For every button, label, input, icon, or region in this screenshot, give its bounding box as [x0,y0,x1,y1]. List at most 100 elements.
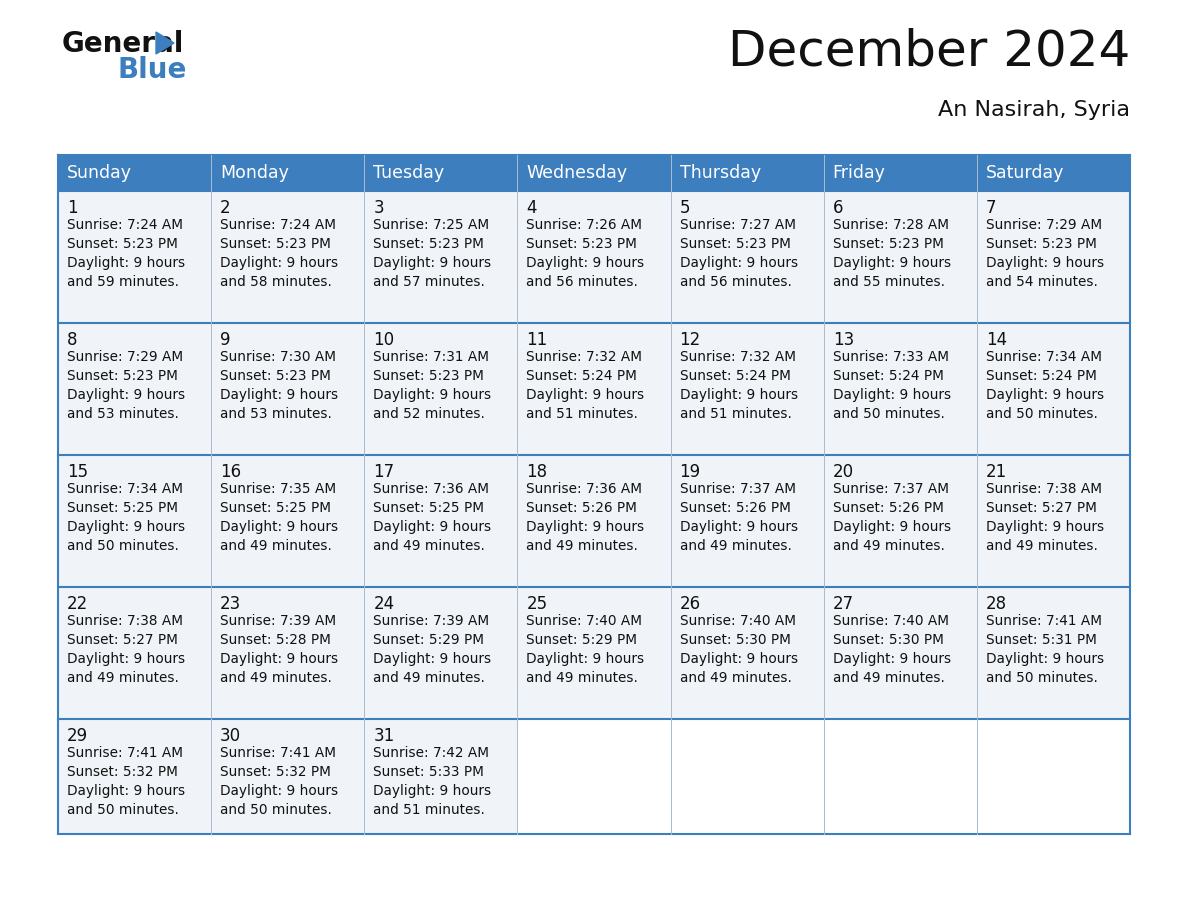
Text: Sunset: 5:28 PM: Sunset: 5:28 PM [220,633,331,647]
Text: 21: 21 [986,463,1007,481]
Text: 1: 1 [67,199,77,217]
Text: 27: 27 [833,595,854,613]
Text: Sunrise: 7:41 AM: Sunrise: 7:41 AM [220,746,336,760]
Text: Daylight: 9 hours: Daylight: 9 hours [67,520,185,534]
Text: Sunset: 5:29 PM: Sunset: 5:29 PM [526,633,638,647]
Bar [365,455,518,587]
Text: Sunset: 5:30 PM: Sunset: 5:30 PM [833,633,943,647]
Text: and 49 minutes.: and 49 minutes. [833,539,944,553]
Text: 12: 12 [680,331,701,349]
Bar [518,323,670,455]
Text: Sunrise: 7:40 AM: Sunrise: 7:40 AM [526,614,643,628]
Bar [670,323,823,455]
Text: Daylight: 9 hours: Daylight: 9 hours [373,520,492,534]
Text: and 49 minutes.: and 49 minutes. [526,539,638,553]
Text: Tuesday: Tuesday [373,164,444,182]
Text: 14: 14 [986,331,1007,349]
Text: 15: 15 [67,463,88,481]
Text: Daylight: 9 hours: Daylight: 9 hours [833,256,950,270]
Bar [211,155,365,191]
Text: Sunset: 5:23 PM: Sunset: 5:23 PM [680,237,790,251]
Text: 7: 7 [986,199,997,217]
Text: and 57 minutes.: and 57 minutes. [373,275,485,289]
Text: Sunrise: 7:24 AM: Sunrise: 7:24 AM [67,218,183,232]
Text: Sunset: 5:27 PM: Sunset: 5:27 PM [67,633,178,647]
Text: 20: 20 [833,463,854,481]
Text: Sunset: 5:25 PM: Sunset: 5:25 PM [373,501,485,515]
Text: Sunrise: 7:40 AM: Sunrise: 7:40 AM [833,614,949,628]
Text: Sunrise: 7:37 AM: Sunrise: 7:37 AM [680,482,796,496]
Bar [58,455,211,587]
Text: Friday: Friday [833,164,885,182]
Bar [518,719,670,834]
Text: 29: 29 [67,727,88,745]
Text: Daylight: 9 hours: Daylight: 9 hours [680,652,797,666]
Bar [823,719,977,834]
Text: Daylight: 9 hours: Daylight: 9 hours [986,388,1104,402]
Text: and 56 minutes.: and 56 minutes. [680,275,791,289]
Bar [823,587,977,719]
Text: Daylight: 9 hours: Daylight: 9 hours [986,256,1104,270]
Text: 4: 4 [526,199,537,217]
Text: and 56 minutes.: and 56 minutes. [526,275,638,289]
Text: Sunrise: 7:38 AM: Sunrise: 7:38 AM [986,482,1101,496]
Text: and 49 minutes.: and 49 minutes. [526,671,638,685]
Text: Sunrise: 7:29 AM: Sunrise: 7:29 AM [67,350,183,364]
Text: and 59 minutes.: and 59 minutes. [67,275,179,289]
Text: and 50 minutes.: and 50 minutes. [220,803,331,817]
Text: 3: 3 [373,199,384,217]
Text: and 49 minutes.: and 49 minutes. [220,671,331,685]
Bar [211,587,365,719]
Text: Sunrise: 7:26 AM: Sunrise: 7:26 AM [526,218,643,232]
Text: Sunrise: 7:37 AM: Sunrise: 7:37 AM [833,482,949,496]
Text: Daylight: 9 hours: Daylight: 9 hours [833,520,950,534]
Text: and 50 minutes.: and 50 minutes. [986,407,1098,421]
Text: 25: 25 [526,595,548,613]
Text: Daylight: 9 hours: Daylight: 9 hours [220,520,339,534]
Text: and 49 minutes.: and 49 minutes. [833,671,944,685]
Text: 13: 13 [833,331,854,349]
Text: 22: 22 [67,595,88,613]
Bar [823,323,977,455]
Text: and 50 minutes.: and 50 minutes. [986,671,1098,685]
Text: and 55 minutes.: and 55 minutes. [833,275,944,289]
Text: Daylight: 9 hours: Daylight: 9 hours [220,388,339,402]
Text: Daylight: 9 hours: Daylight: 9 hours [67,784,185,798]
Text: and 49 minutes.: and 49 minutes. [373,539,485,553]
Text: Sunset: 5:23 PM: Sunset: 5:23 PM [220,237,331,251]
Text: Sunset: 5:25 PM: Sunset: 5:25 PM [220,501,331,515]
Bar [365,587,518,719]
Text: Sunrise: 7:34 AM: Sunrise: 7:34 AM [986,350,1101,364]
Text: and 58 minutes.: and 58 minutes. [220,275,331,289]
Text: 23: 23 [220,595,241,613]
Bar [211,455,365,587]
Text: and 49 minutes.: and 49 minutes. [220,539,331,553]
Text: Daylight: 9 hours: Daylight: 9 hours [220,784,339,798]
Text: Daylight: 9 hours: Daylight: 9 hours [220,256,339,270]
Bar [823,191,977,323]
Text: 26: 26 [680,595,701,613]
Text: Sunrise: 7:39 AM: Sunrise: 7:39 AM [373,614,489,628]
Text: Daylight: 9 hours: Daylight: 9 hours [67,256,185,270]
Text: Daylight: 9 hours: Daylight: 9 hours [833,388,950,402]
Text: 17: 17 [373,463,394,481]
Text: Sunset: 5:23 PM: Sunset: 5:23 PM [373,237,485,251]
Text: and 49 minutes.: and 49 minutes. [680,539,791,553]
Text: Thursday: Thursday [680,164,760,182]
Bar [977,719,1130,834]
Bar [977,155,1130,191]
Text: and 49 minutes.: and 49 minutes. [680,671,791,685]
Bar [365,719,518,834]
Text: Sunset: 5:30 PM: Sunset: 5:30 PM [680,633,790,647]
Text: Wednesday: Wednesday [526,164,627,182]
Text: Daylight: 9 hours: Daylight: 9 hours [67,652,185,666]
Text: and 50 minutes.: and 50 minutes. [67,803,179,817]
Text: 10: 10 [373,331,394,349]
Text: Sunrise: 7:42 AM: Sunrise: 7:42 AM [373,746,489,760]
Text: Sunrise: 7:30 AM: Sunrise: 7:30 AM [220,350,336,364]
Text: Sunset: 5:27 PM: Sunset: 5:27 PM [986,501,1097,515]
Text: Sunrise: 7:41 AM: Sunrise: 7:41 AM [67,746,183,760]
Text: Saturday: Saturday [986,164,1064,182]
Text: Sunrise: 7:29 AM: Sunrise: 7:29 AM [986,218,1102,232]
Text: Sunrise: 7:28 AM: Sunrise: 7:28 AM [833,218,949,232]
